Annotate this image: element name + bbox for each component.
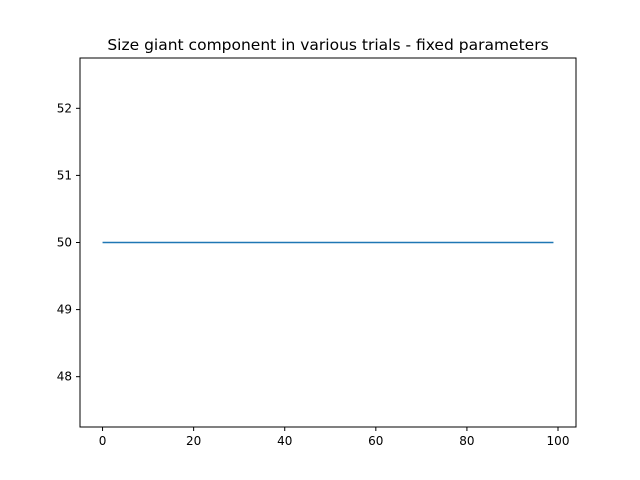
- x-tick-label: 20: [186, 434, 201, 448]
- y-tick-label: 50: [57, 236, 72, 250]
- y-tick-label: 52: [57, 101, 72, 115]
- x-tick-label: 40: [277, 434, 292, 448]
- y-axis: 48 49 50 51 52: [57, 101, 80, 384]
- y-tick-label: 49: [57, 303, 72, 317]
- plot-area: [79, 57, 577, 428]
- x-tick-label: 0: [99, 434, 107, 448]
- x-tick-label: 60: [368, 434, 383, 448]
- x-axis: 0 20 40 60 80 100: [99, 427, 570, 448]
- chart-title: Size giant component in various trials -…: [107, 36, 548, 54]
- y-tick-label: 51: [57, 168, 72, 182]
- x-tick-label: 100: [547, 434, 570, 448]
- y-tick-label: 48: [57, 370, 72, 384]
- x-tick-label: 80: [459, 434, 474, 448]
